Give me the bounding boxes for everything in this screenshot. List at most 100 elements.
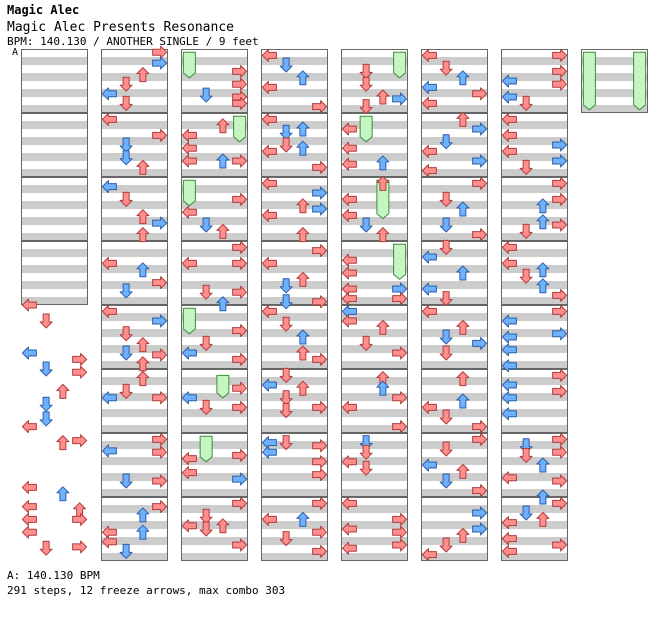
arrow-down-icon [279,531,293,547]
beat-stripe [421,217,488,225]
arrow-left-icon [501,407,517,421]
beat-stripe [261,537,328,545]
freeze-arrow-body [582,51,596,111]
arrow-down-icon [279,403,293,419]
arrow-down-icon [199,217,213,233]
beat-stripe [421,121,488,129]
arrow-down-icon [279,294,293,310]
arrow-right-icon [552,327,568,341]
arrow-right-icon [552,538,568,552]
beat-stripe [341,393,408,401]
beat-stripe [261,361,328,369]
arrow-left-icon [261,208,277,222]
arrow-up-icon [456,201,470,217]
beat-stripe [261,505,328,513]
arrow-left-icon [101,180,117,194]
beat-stripe [181,265,248,273]
beat-stripe [181,169,248,177]
beat-stripe [581,89,648,97]
beat-stripe [421,537,488,545]
beat-stripe [101,409,168,417]
arrow-left-icon [21,500,37,514]
arrow-down-icon [519,95,533,111]
beat-stripe [341,73,408,81]
beat-stripe [341,185,408,193]
freeze-arrow-body [216,374,230,399]
beat-stripe [181,457,248,465]
beat-stripe [181,105,248,113]
arrow-down-icon [439,217,453,233]
arrow-up-icon [216,518,230,534]
arrow-up-icon [136,356,150,372]
arrow-down-icon [199,508,213,524]
beat-stripe [501,329,568,337]
beat-stripe [261,345,328,353]
beat-stripe [501,425,568,433]
arrow-up-icon [456,319,470,335]
arrow-left-icon [261,176,277,190]
arrow-up-icon [136,227,150,243]
beat-stripe [101,201,168,209]
arrow-up-icon [296,271,310,287]
arrow-left-icon [341,192,357,206]
arrow-down-icon [519,223,533,239]
arrow-up-icon [536,262,550,278]
arrow-up-icon [456,111,470,127]
arrow-left-icon [261,512,277,526]
chart-column [501,48,568,561]
beat-stripe [421,281,488,289]
chart-info: BPM: 140.130 / ANOTHER SINGLE / 9 feet [7,35,259,48]
beat-stripe [421,265,488,273]
arrow-up-icon [536,457,550,473]
arrow-left-icon [341,541,357,555]
beat-stripe [501,505,568,513]
beat-stripe [261,137,328,145]
beat-stripe [341,553,408,561]
beat-stripe [101,89,168,97]
arrow-left-icon [341,314,357,328]
beat-stripe [21,153,88,161]
measure-frame [421,305,488,369]
arrow-down-icon [199,521,213,537]
arrow-left-icon [181,141,197,155]
arrow-left-icon [21,346,37,360]
beat-stripe [501,313,568,321]
arrow-up-icon [376,227,390,243]
arrow-down-icon [359,460,373,476]
arrow-right-icon [232,324,248,338]
arrow-up-icon [296,121,310,137]
artist-name: Magic Alec [7,3,80,17]
arrow-right-icon [72,352,88,366]
beat-stripe [341,137,408,145]
beat-stripe [181,73,248,81]
arrow-up-icon [376,380,390,396]
beat-stripe [261,89,328,97]
measure-frame [501,177,568,241]
measure-frame [501,305,568,369]
arrow-right-icon [232,77,248,91]
arrow-right-icon [152,348,168,362]
arrow-down-icon [119,137,133,153]
freeze-arrow-body [359,115,373,143]
arrow-left-icon [501,128,517,142]
arrow-right-icon [232,381,248,395]
measure-frame [181,497,248,561]
arrow-left-icon [21,525,37,539]
freeze-arrow-body [199,435,213,463]
measure-frame [181,49,248,113]
beat-stripe [501,553,568,561]
beat-stripe [261,169,328,177]
beat-stripe [21,281,88,289]
beat-stripe [581,105,648,113]
arrow-up-icon [296,70,310,86]
arrow-right-icon [312,160,328,174]
arrow-left-icon [181,128,197,142]
arrow-right-icon [72,540,88,554]
arrow-up-icon [456,70,470,86]
measure-frame [581,49,648,113]
arrow-down-icon [119,191,133,207]
arrow-down-icon [279,57,293,73]
arrow-left-icon [181,154,197,168]
beat-stripe [21,89,88,97]
beat-stripe [341,265,408,273]
